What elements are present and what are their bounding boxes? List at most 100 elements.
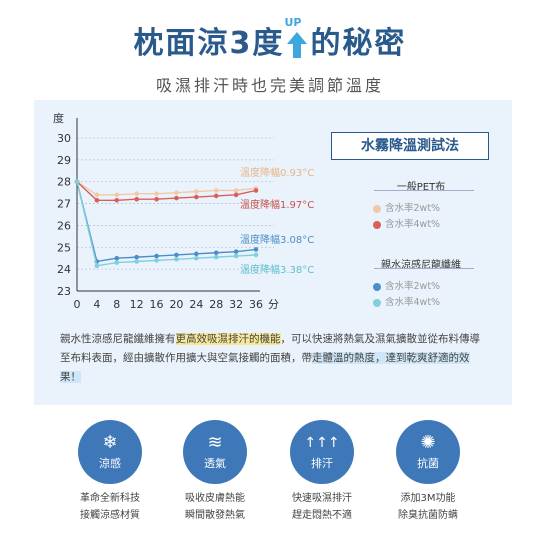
data-point [233,249,239,254]
data-point [114,255,120,261]
data-point [194,189,199,194]
chart-series [74,179,259,269]
legend-dot-icon [373,298,381,307]
y-tick-label: 29 [57,154,71,167]
data-point [154,253,159,259]
y-tick-label: 27 [57,198,71,211]
y-axis-label: 度 [53,111,64,125]
line-chart: 23 24 25 26 27 28 29 30 度 0 4 8 12 16 20 24 28 32 36 分 溫度降幅… [53,111,314,311]
data-point [213,250,219,256]
data-point [213,254,219,260]
wind-icon: ≋ [207,432,223,453]
data-point [194,255,199,261]
data-point [114,260,120,265]
title-part2: 的秘密 [310,26,407,61]
feature-breathable-text: 吸收皮膚熱能 瞬間散發熱氣 [185,493,245,521]
data-point [253,252,259,258]
data-point [94,197,100,203]
data-point [154,196,159,202]
highlight-text: 更高效吸濕排汗的機能 [175,333,281,345]
title-part1: 枕面涼3度 [133,26,285,61]
annotation-label: 溫度降幅3.38°C [240,263,314,276]
data-point [194,194,199,200]
subtitle: 吸濕排汗時也完美調節溫度 [155,76,384,95]
feature-breathable: ≋ 透氣 [183,420,247,484]
data-point [194,251,199,257]
feature-cooling-text: 革命全新科技 接觸涼感材質 [80,493,140,521]
snowflake-icon: ❄ [102,432,118,453]
series-line [76,181,257,196]
up-label: UP [284,15,302,29]
data-point [114,192,120,198]
x-tick-label: 0 [74,298,81,311]
legend-group1-title: 一般PET布 [396,182,446,193]
data-point [253,247,259,252]
legend-dot-icon [373,204,381,213]
legend-item: 含水率4wt% [373,294,493,308]
x-tick-label: 36 [249,298,263,311]
data-point [114,197,120,203]
annotation-label: 溫度降幅0.93°C [240,166,314,179]
data-point [174,252,179,258]
y-tick-label: 30 [57,132,71,145]
data-point [74,179,80,185]
x-tick-label: 12 [130,298,144,311]
y-tick-label: 24 [57,263,71,276]
series-line [76,181,257,267]
feature-antibacterial-text: 添加3M功能 除臭抗菌防螨 [398,493,458,521]
y-tick-label: 28 [57,176,71,189]
x-tick-label: 4 [93,298,100,311]
x-tick-label: 8 [113,298,120,311]
x-tick-label: 16 [150,298,164,311]
germ-icon: ✺ [420,432,436,453]
annotation-label: 溫度降幅3.08°C [240,233,314,246]
x-tick-label: 20 [169,298,183,311]
data-point [94,263,100,269]
data-point [233,192,239,198]
feature-antibacterial: ✺ 抗菌 [396,420,460,484]
series-line [76,181,257,263]
legend-group2-title: 親水涼感尼龍纖維 [381,260,461,271]
feature-sweat-wicking-text: 快速吸濕排汗 趕走悶熱不適 [292,493,352,521]
legend-divider [374,268,474,269]
data-point [94,192,100,198]
legend-item: 含水率2wt% [373,278,493,292]
y-tick-label: 25 [57,241,71,254]
legend-dot-icon [373,282,381,291]
legend-item: 含水率2wt% [373,200,493,214]
data-point [253,188,259,193]
data-point [174,195,179,201]
x-tick-label: 24 [189,298,203,311]
y-tick-label: 23 [57,285,71,298]
data-point [174,190,179,195]
description-text: 親水性涼感尼龍纖維擁有更高效吸濕排汗的機能，可以快速將熱氣及濕氣擴散並從布料傳導… [60,333,480,383]
y-tick-label: 26 [57,219,71,232]
data-point [154,191,159,197]
data-point [154,258,159,263]
series-line [76,181,257,201]
feature-cooling: ❄ 涼感 [78,420,142,484]
x-tick-label: 32 [229,298,243,311]
feature-sweat-wicking: ↑↑↑ 排汗 [290,420,354,484]
method-title: 水霧降溫測試法 [331,132,489,160]
chart-grid [77,137,274,270]
data-point [233,188,239,193]
data-point [134,191,139,197]
data-point [134,259,139,264]
page-title: 枕面涼3度 UP 的秘密 [0,16,540,62]
data-point [134,196,139,202]
data-point [134,254,139,260]
legend-divider [374,190,474,191]
annotation-label: 溫度降幅1.97°C [240,198,314,211]
data-point [213,193,219,199]
legend-dot-icon [373,220,381,229]
x-axis-label: 分 [268,298,279,311]
data-point [233,253,239,259]
chart-annotations: 溫度降幅0.93°C 溫度降幅1.97°C 溫度降幅3.08°C 溫度降幅3.38°C [240,166,314,276]
data-point [213,188,219,193]
up-arrow-icon: UP [284,16,308,60]
chart-axes: 23 24 25 26 27 28 29 30 度 0 4 8 12 16 20 24 28 32 36 分 [53,111,279,311]
data-point [174,257,179,262]
x-tick-label: 28 [209,298,223,311]
arrows-up-icon: ↑↑↑ [304,435,340,451]
